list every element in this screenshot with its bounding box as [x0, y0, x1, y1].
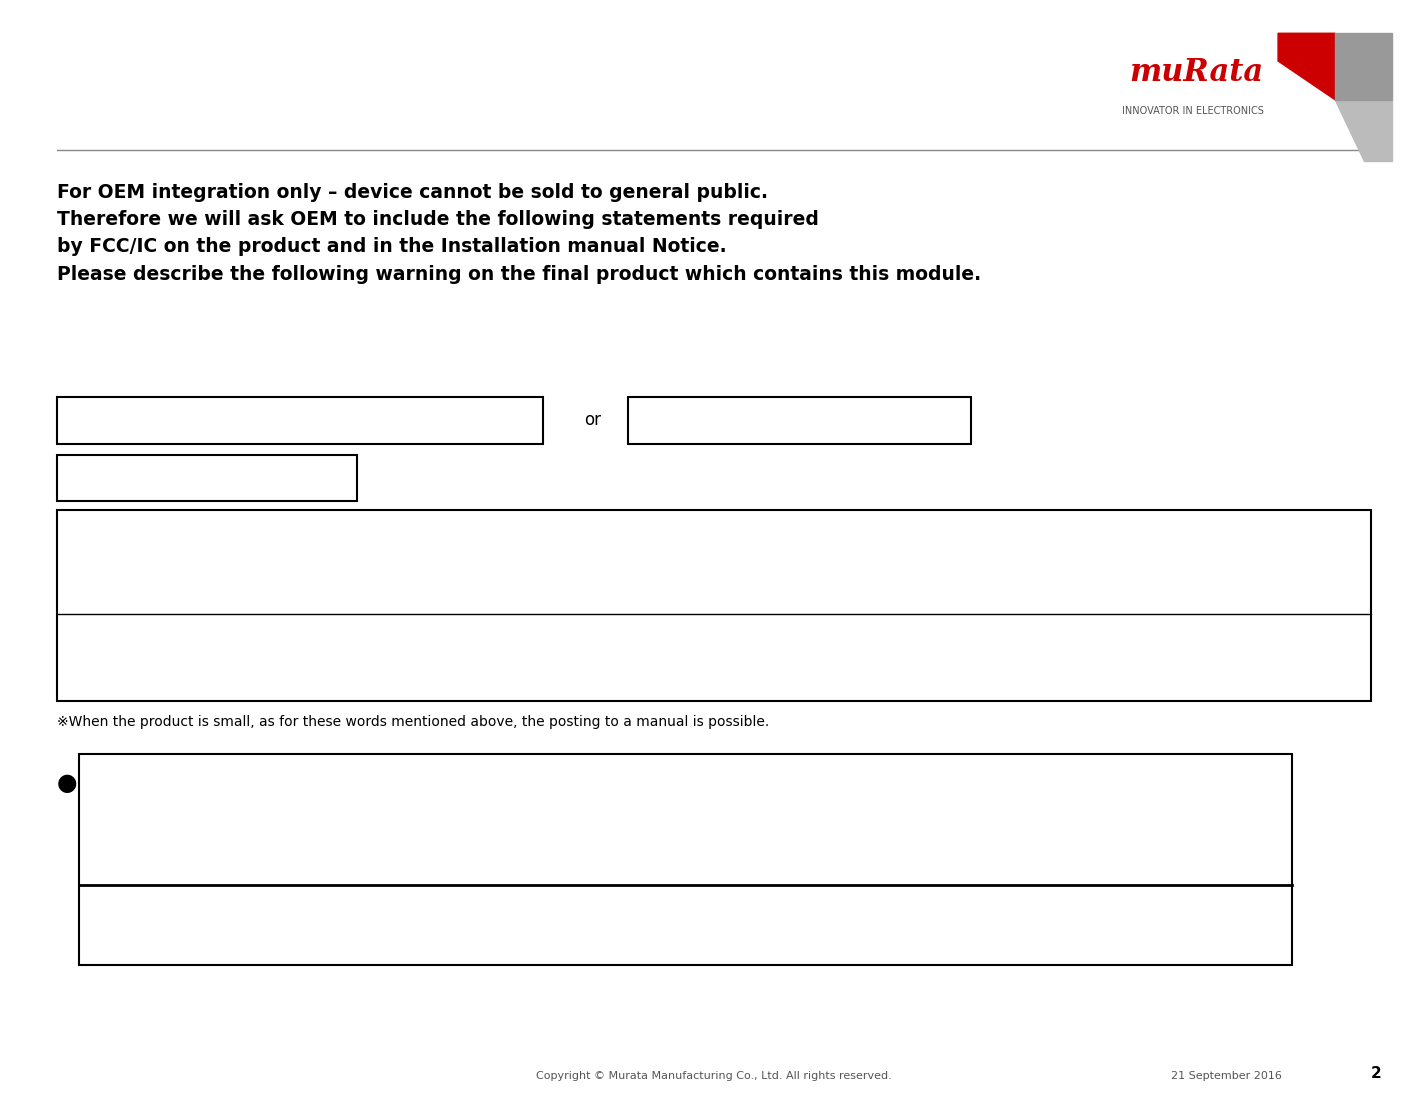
Text: FCC CAUTION: FCC CAUTION [93, 763, 183, 776]
Text: This transmitter must not be co-located or operated in conjunction with any othe: This transmitter must not be co-located … [93, 891, 801, 904]
Polygon shape [1278, 33, 1335, 100]
Text: 2: 2 [1371, 1066, 1382, 1081]
Text: 21 September 2016: 21 September 2016 [1171, 1071, 1282, 1081]
Text: Copyright © Murata Manufacturing Co., Ltd. All rights reserved.: Copyright © Murata Manufacturing Co., Lt… [536, 1071, 892, 1081]
Text: For OEM integration only – device cannot be sold to general public.
Therefore we: For OEM integration only – device cannot… [57, 183, 981, 284]
Text: ※When the product is small, as for these words mentioned above, the posting to a: ※When the product is small, as for these… [57, 715, 770, 730]
FancyBboxPatch shape [79, 754, 1292, 965]
Text: or: or [584, 411, 601, 429]
FancyBboxPatch shape [57, 397, 543, 444]
Polygon shape [1335, 100, 1392, 161]
Text: muRata: muRata [1130, 57, 1264, 88]
Text: Contains Transmitter Module FCC ID:VPYLB1JP: Contains Transmitter Module FCC ID:VPYLB… [71, 413, 423, 428]
FancyBboxPatch shape [57, 455, 357, 501]
Polygon shape [1335, 33, 1392, 100]
Text: INNOVATOR IN ELECTRONICS: INNOVATOR IN ELECTRONICS [1122, 105, 1264, 116]
Text: Changes or modifications not expressly approved by the party responsible for com: Changes or modifications not expressly a… [93, 791, 838, 822]
Text: Contains IC: 772C-LB1JP: Contains IC: 772C-LB1JP [71, 470, 256, 486]
Text: This device complies with part 15 of FCC Rules and Industry Canada’s licence-exe: This device complies with part 15 of FCC… [71, 521, 934, 578]
Text: Contains FCC ID: VPYLB1JP: Contains FCC ID: VPYLB1JP [643, 413, 847, 428]
FancyBboxPatch shape [57, 510, 1371, 701]
Text: Le présent appareil est conforme à la partie 15 des règles de la FCC et aux norm: Le présent appareil est conforme à la pa… [71, 620, 957, 702]
FancyBboxPatch shape [628, 397, 971, 444]
Text: ●Please describe the following warning to the manual.: ●Please describe the following warning t… [57, 771, 791, 795]
